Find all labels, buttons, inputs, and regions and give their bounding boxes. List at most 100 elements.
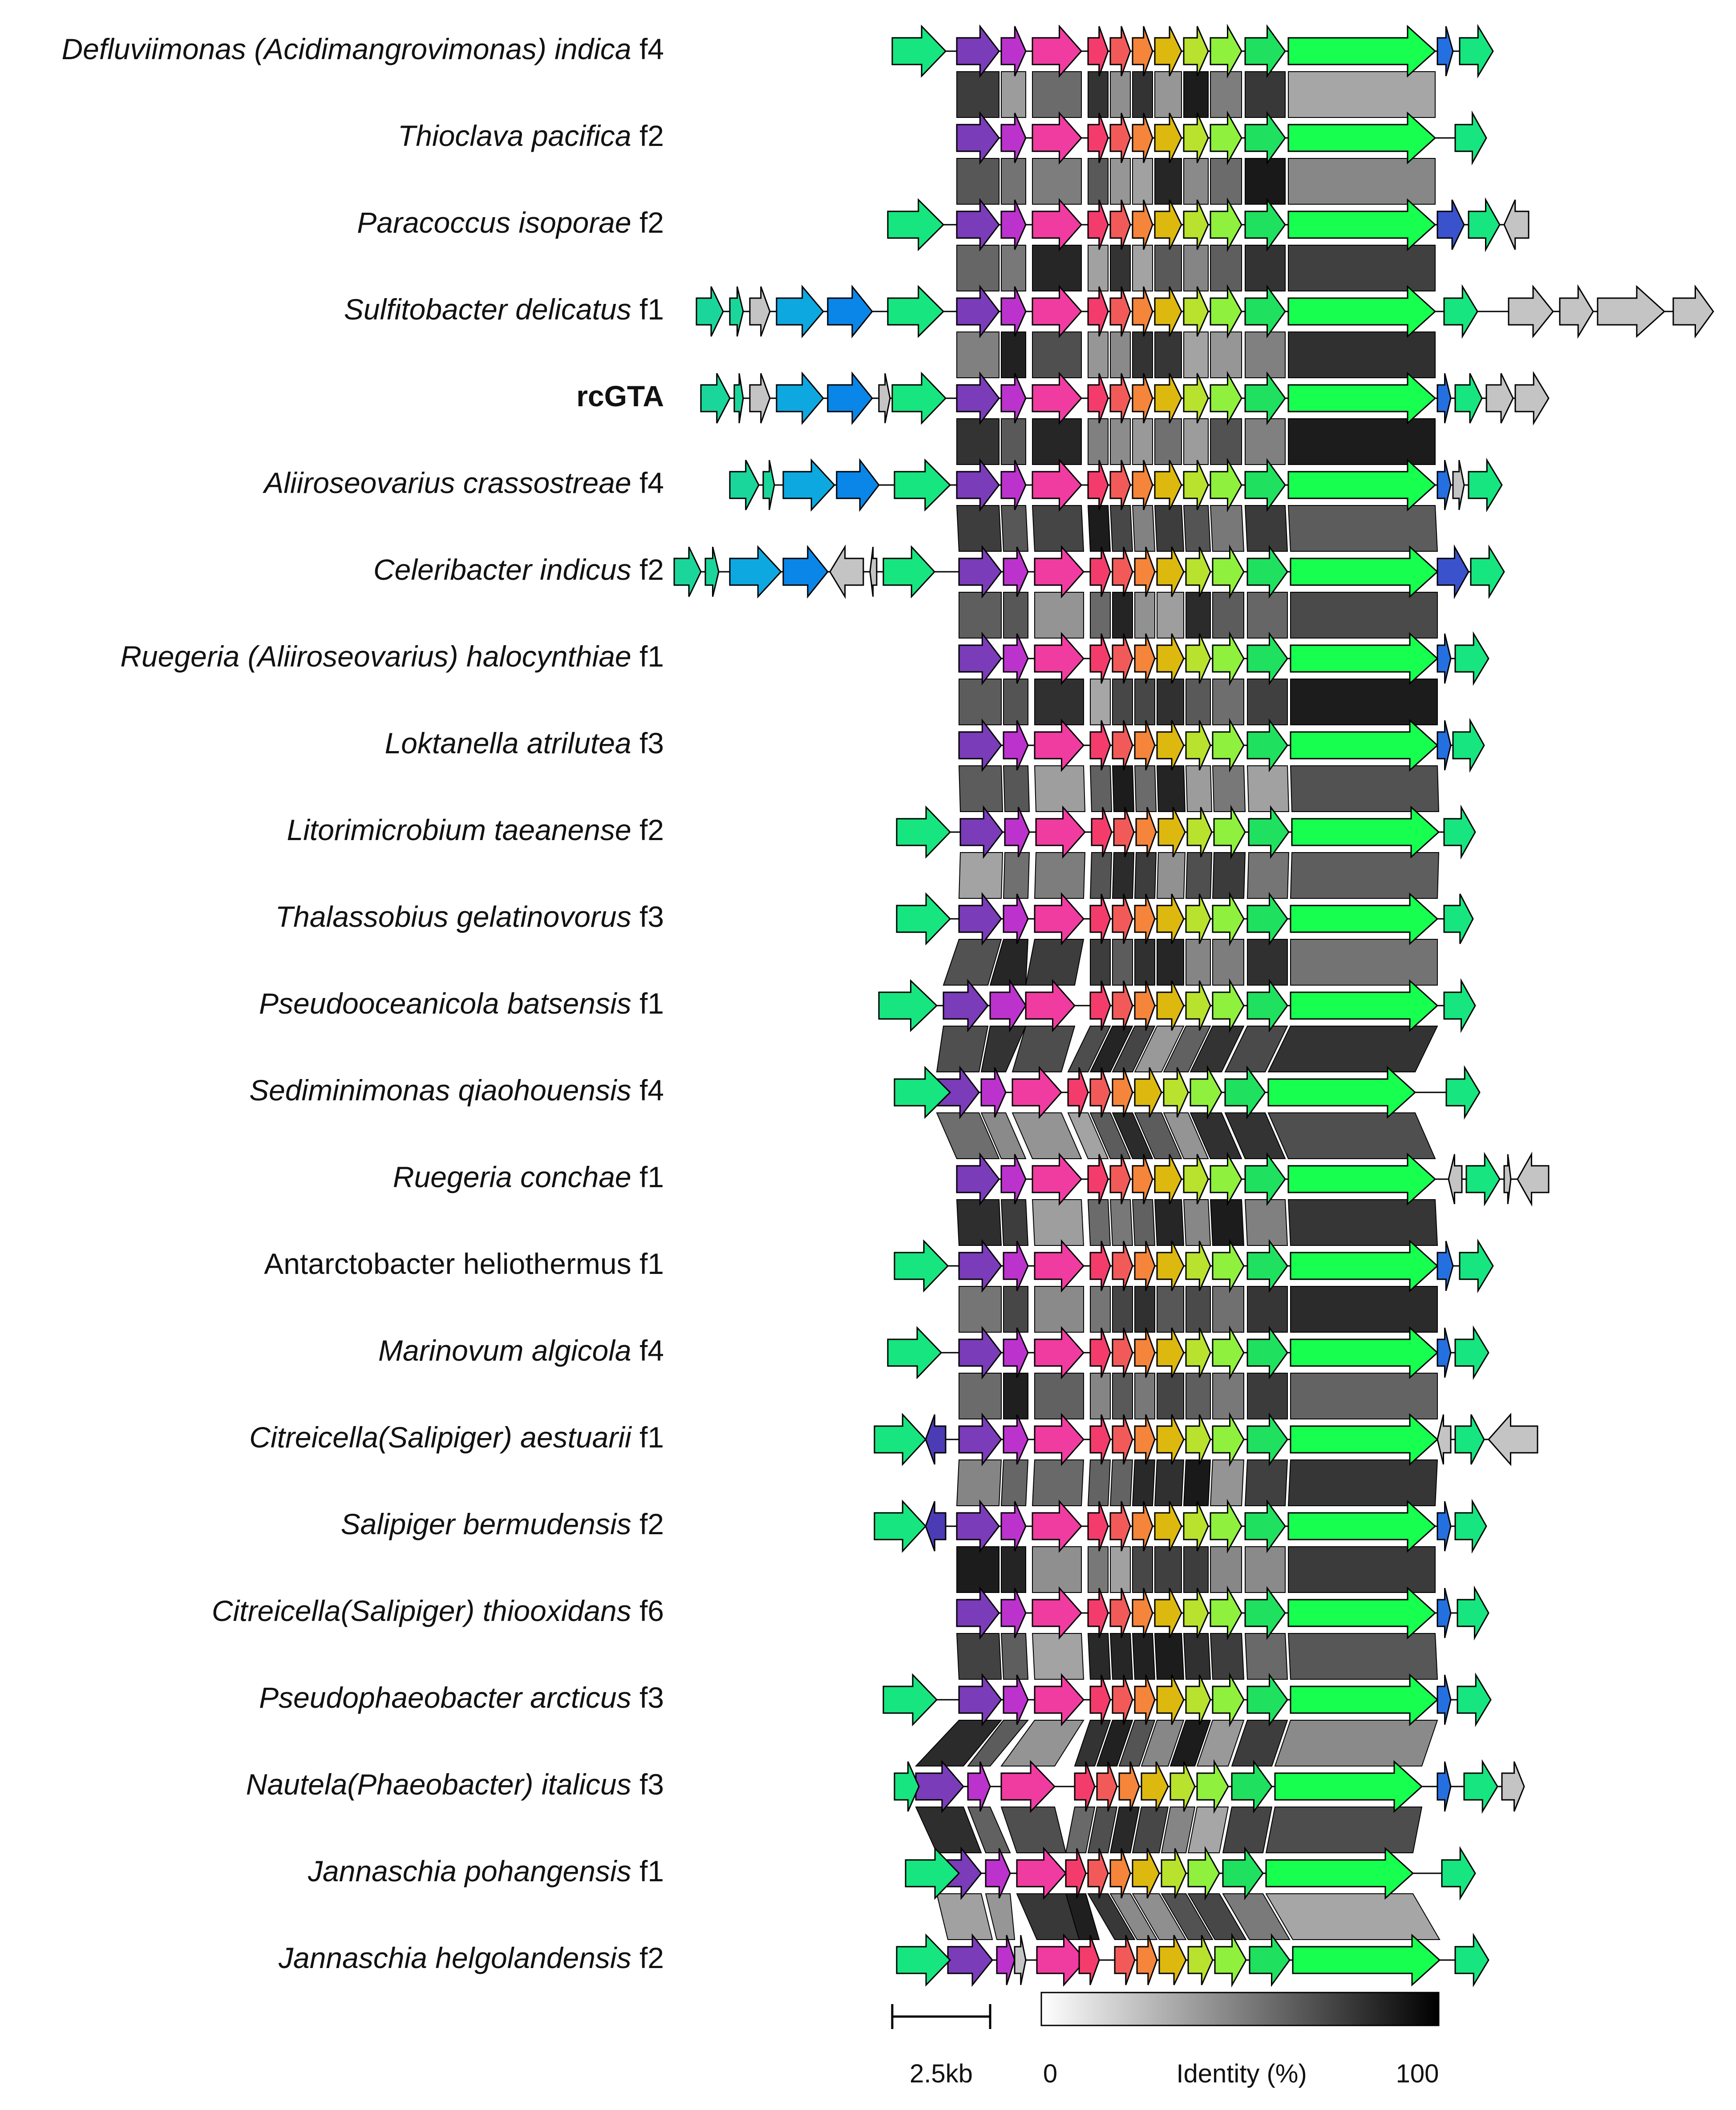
core-gene-g11 [1231,1759,1273,1814]
genome-label: Nautela(Phaeobacter) italicus f3 [246,1768,664,1801]
core-gene-g3 [1003,1241,1029,1291]
homology-link [1186,939,1211,986]
homology-link [1210,158,1242,205]
homology-link [1000,1459,1029,1506]
core-gene-g8 [1156,1414,1185,1465]
upstream-gene [673,546,702,597]
homology-link [1032,505,1084,552]
homology-link [1109,1893,1158,1940]
homology-link [1088,158,1109,205]
homology-link [1003,1373,1028,1419]
core-gene-g5 [1089,720,1111,771]
upstream-gene [776,371,824,425]
downstream-gene [1454,110,1487,166]
core-gene-g7 [1134,980,1156,1031]
upstream-gene [878,979,938,1032]
homology-link [1096,1720,1133,1766]
homology-link [956,1199,1002,1246]
core-gene-g2 [956,24,1000,78]
core-gene-g11 [1246,1239,1288,1293]
core-gene-g10 [1210,24,1242,79]
core-gene-g3 [1000,1501,1027,1552]
homology-link [1132,1459,1156,1506]
homology-link [1222,1893,1291,1940]
homology-links [915,71,1441,1940]
core-gene-g5 [1065,1848,1087,1899]
homology-link [915,1720,1003,1766]
core-gene-g3 [1003,546,1029,597]
core-gene-g7 [1112,1067,1133,1118]
homology-link [1134,1112,1182,1159]
downstream-gene [1454,1499,1487,1554]
homology-link [1210,1633,1245,1680]
core-gene-g2 [936,1065,980,1120]
genome-label: Citreicella(Salipiger) thiooxidans f6 [212,1594,664,1627]
upstream-gene [896,892,951,946]
homology-link [1065,1893,1100,1940]
downstream-gene [1457,1672,1492,1727]
core-gene-g8 [1156,1327,1185,1378]
homology-link [1112,1026,1156,1072]
core-gene-g10 [1210,457,1242,513]
upstream-gene [894,1066,951,1119]
core-gene-g11 [1244,1152,1286,1206]
homology-link [956,1459,1002,1506]
core-gene-g7 [1132,199,1153,250]
downstream-gene [1454,631,1489,686]
homology-link [959,679,1002,725]
upstream-gene [869,546,878,597]
homology-link [1088,1546,1109,1593]
core-gene-g10 [1190,1065,1222,1120]
downstream-gene [1443,978,1476,1033]
core-gene-g2 [958,545,1002,599]
core-gene-g2 [947,1933,993,1987]
flank-gene [1452,460,1465,510]
homology-link [1067,1026,1111,1072]
flank-gene [1485,373,1514,424]
core-gene-g7 [1134,1674,1156,1725]
homology-link [956,71,1000,118]
core-gene-g3 [967,1761,991,1812]
core-gene-g11 [1244,371,1286,425]
homology-link [1087,1199,1111,1246]
identity-colorbar [1040,1992,1440,2026]
flank-gene [1672,284,1714,339]
homology-link [1187,1807,1229,1853]
core-gene-g8 [1154,373,1182,424]
homology-link [1154,1459,1185,1506]
core-gene-g11 [1244,284,1286,339]
core-gene-g2 [915,1759,964,1814]
downstream-gene [1443,893,1474,944]
homology-link [1156,765,1186,812]
core-gene-g6 [1112,633,1133,684]
homology-link [1287,1199,1438,1246]
downstream-gene [1454,1932,1489,1988]
flank-gene [1437,373,1452,424]
core-gene-g2 [956,458,1000,512]
homology-link [1210,1459,1245,1506]
core-gene-g10 [1210,284,1242,339]
core-gene-g12 [1290,1326,1439,1379]
core-gene-g8 [1154,199,1182,250]
core-gene-g2 [958,1673,1002,1727]
core-gene-g3 [996,1935,1016,1985]
genome-label: Antarctobacter heliothermus f1 [264,1247,664,1280]
core-gene-g11 [1244,458,1286,512]
core-gene-g9 [1163,1067,1189,1118]
homology-link [1247,1373,1288,1419]
core-gene-g6 [1112,893,1133,944]
homology-link [1001,158,1026,205]
core-gene-g9 [1185,1241,1211,1291]
core-gene-g10 [1210,197,1242,252]
upstream-gene [776,284,824,339]
homology-link [1265,1807,1423,1853]
core-gene-g8 [1154,26,1182,77]
downstream-gene [1443,804,1476,860]
upstream-gene [729,545,782,598]
identity-title: Identity (%) [1176,2059,1307,2088]
homology-link [1067,1112,1109,1159]
homology-link [1247,679,1288,725]
homology-link [1000,1720,1084,1766]
homology-link [1134,939,1155,986]
core-gene-g5 [1087,373,1109,424]
